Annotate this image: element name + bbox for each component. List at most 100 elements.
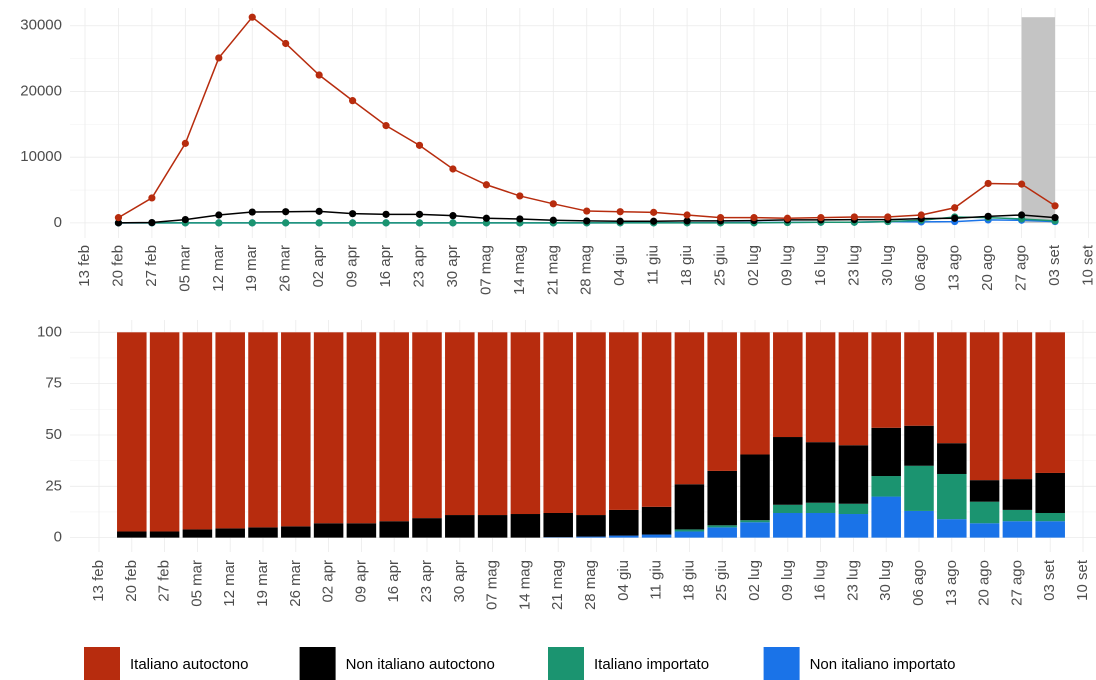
bar-segment: [576, 332, 606, 516]
bar-segment: [313, 332, 344, 524]
x-tick-label: 04 giu: [615, 560, 632, 601]
x-tick-label: 30 apr: [451, 560, 468, 603]
data-point: [683, 217, 691, 225]
bar-segment: [904, 510, 934, 538]
data-point: [449, 212, 457, 220]
bar-segment: [477, 332, 508, 516]
bar-segment: [379, 332, 409, 522]
data-point: [616, 208, 624, 216]
y-tick-label: 25: [45, 477, 62, 494]
bar-segment: [1035, 472, 1065, 513]
legend-swatch: [548, 647, 584, 680]
bar-segment: [641, 506, 672, 535]
bar-segment: [1035, 512, 1065, 522]
bar-segment: [281, 332, 311, 527]
bar-segment: [937, 519, 967, 538]
bar-segment: [346, 332, 377, 524]
data-point: [683, 211, 691, 219]
bar-segment: [871, 332, 901, 428]
x-tick-label: 10 set: [1079, 244, 1096, 286]
data-point: [884, 213, 892, 221]
x-tick-label: 05 mar: [176, 245, 193, 292]
bar-segment: [805, 502, 836, 513]
bar-segment: [379, 521, 409, 538]
bar-segment: [838, 514, 869, 538]
data-point: [215, 211, 223, 219]
data-point: [482, 181, 490, 189]
data-point: [951, 204, 959, 212]
data-point: [984, 179, 992, 188]
bar-segment: [412, 332, 442, 519]
bar-segment: [543, 332, 573, 513]
data-point: [616, 217, 624, 225]
x-tick-label: 20 feb: [109, 245, 126, 287]
x-tick-label: 03 set: [1046, 244, 1063, 286]
data-point: [583, 217, 591, 225]
legend-label: Non italiano importato: [810, 656, 956, 673]
x-tick-label: 28 mag: [582, 560, 599, 610]
data-point: [650, 217, 658, 225]
bar-segment: [609, 535, 639, 538]
bar-segment: [969, 332, 1000, 481]
x-tick-label: 30 lug: [877, 560, 894, 601]
shaded-region: [1021, 17, 1056, 223]
data-point: [349, 219, 357, 227]
data-point: [282, 39, 290, 48]
x-tick-label: 28 mag: [578, 245, 595, 295]
data-point: [382, 219, 390, 227]
data-point: [650, 208, 658, 216]
bar-segment: [674, 332, 705, 485]
x-tick-label: 12 mar: [221, 560, 238, 607]
x-tick-label: 14 mag: [511, 245, 528, 295]
x-tick-label: 16 lug: [812, 560, 829, 601]
data-point: [315, 207, 323, 215]
bar-segment: [740, 332, 770, 455]
data-point: [984, 212, 992, 220]
bar-segment: [510, 514, 541, 538]
x-tick-label: 25 giu: [712, 245, 729, 286]
x-tick-label: 21 mag: [544, 245, 561, 295]
bar-segment: [1002, 509, 1033, 522]
data-point: [783, 214, 792, 222]
legend-swatch: [763, 647, 800, 680]
bar-segment: [707, 332, 737, 471]
x-tick-label: 23 lug: [845, 245, 862, 286]
data-point: [750, 214, 758, 222]
data-point: [516, 192, 524, 200]
data-point: [181, 139, 189, 147]
x-tick-label: 26 mar: [287, 560, 304, 607]
y-tick-label: 30000: [20, 17, 62, 34]
bar-segment: [1035, 521, 1065, 538]
x-tick-label: 13 ago: [943, 560, 960, 606]
data-point: [248, 208, 256, 216]
x-tick-label: 21 mag: [549, 560, 566, 610]
y-tick-label: 10000: [20, 148, 62, 165]
data-point: [282, 208, 290, 216]
y-tick-label: 0: [54, 529, 62, 546]
bar-segment: [1035, 332, 1065, 473]
x-tick-label: 23 apr: [418, 560, 435, 603]
bar-segment: [149, 531, 180, 538]
data-point: [382, 122, 390, 130]
bar-segment: [412, 518, 442, 538]
data-point: [415, 219, 424, 227]
legend-swatch: [299, 647, 336, 680]
x-tick-label: 06 ago: [910, 560, 927, 606]
x-tick-label: 02 apr: [320, 560, 337, 603]
bar-segment: [281, 526, 311, 538]
data-point: [248, 13, 256, 21]
bar-segment: [904, 425, 934, 466]
legend: Italiano autoctono Non italiano autoctono…: [84, 647, 956, 680]
x-tick-label: 20 ago: [976, 560, 993, 606]
x-tick-label: 14 mag: [516, 560, 533, 610]
data-point: [282, 219, 290, 227]
x-tick-label: 16 lug: [812, 245, 829, 286]
x-tick-label: 02 lug: [746, 560, 763, 601]
x-tick-label: 16 apr: [385, 560, 402, 603]
bar-segment: [740, 520, 770, 523]
x-tick-label: 03 set: [1041, 559, 1058, 601]
bar-segment: [937, 473, 967, 520]
x-tick-label: 12 mar: [210, 245, 227, 292]
bar-segment: [904, 465, 934, 511]
